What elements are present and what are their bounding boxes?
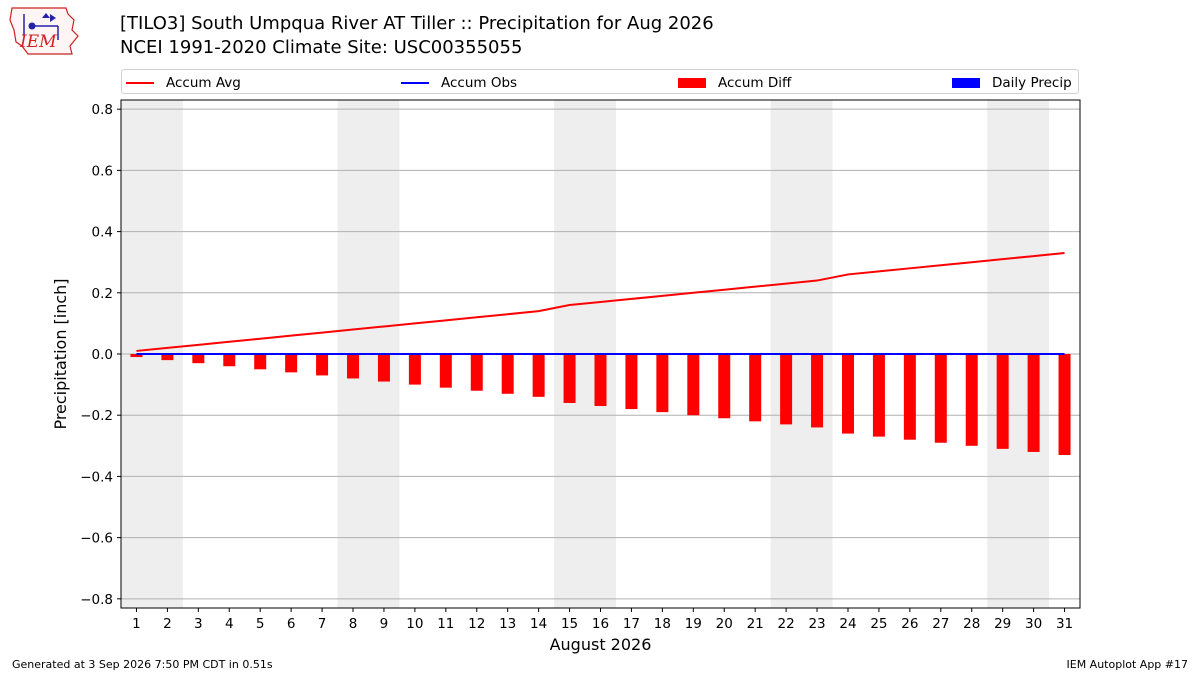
accum-diff-bar-20 <box>718 354 731 419</box>
x-tick-label-20: 20 <box>716 616 733 632</box>
x-tick-label-18: 18 <box>654 616 671 632</box>
accum-diff-bar-22 <box>780 354 793 425</box>
x-tick-label-10: 10 <box>406 616 423 632</box>
x-tick-label-29: 29 <box>994 616 1011 632</box>
x-tick-label-25: 25 <box>870 616 887 632</box>
legend-item-accum-avg: Accum Avg <box>126 70 241 95</box>
accum-diff-bar-18 <box>656 354 669 413</box>
legend-item-accum-diff: Accum Diff <box>678 70 791 95</box>
legend-label-accum-avg: Accum Avg <box>166 74 241 91</box>
accum-diff-bar-10 <box>408 354 421 385</box>
accum-diff-bar-2 <box>161 354 174 361</box>
x-tick-label-26: 26 <box>901 616 918 632</box>
iem-logo-graphic <box>9 7 79 55</box>
x-tick-label-31: 31 <box>1056 616 1073 632</box>
x-tick-label-28: 28 <box>963 616 980 632</box>
accum-diff-bar-29 <box>996 354 1009 449</box>
legend-item-accum-obs: Accum Obs <box>401 70 517 95</box>
accum-diff-bar-4 <box>223 354 236 367</box>
x-tick-label-13: 13 <box>499 616 516 632</box>
x-tick-label-6: 6 <box>287 616 296 632</box>
accum-diff-bar-23 <box>811 354 824 428</box>
y-tick-label-6: 0.4 <box>92 225 113 241</box>
accum-diff-bar-1 <box>130 354 143 358</box>
x-axis-label: August 2026 <box>550 635 652 654</box>
legend-swatch-accum-obs <box>401 81 429 84</box>
x-tick-label-8: 8 <box>349 616 358 632</box>
footer-generated-info: Generated at 3 Sep 2026 7:50 PM CDT in 0… <box>12 658 273 671</box>
x-tick-label-21: 21 <box>747 616 764 632</box>
legend-label-accum-diff: Accum Diff <box>718 74 792 91</box>
plot-frame <box>120 99 1081 609</box>
x-tick-label-2: 2 <box>163 616 172 632</box>
x-tick-label-27: 27 <box>932 616 949 632</box>
accum-diff-bar-31 <box>1058 354 1071 455</box>
legend-label-accum-obs: Accum Obs <box>441 74 518 91</box>
footer-app-info: IEM Autoplot App #17 <box>1066 658 1189 671</box>
accum-diff-bar-25 <box>872 354 885 437</box>
accum-diff-bar-14 <box>532 354 545 397</box>
accum-diff-bar-15 <box>563 354 576 403</box>
x-tick-label-24: 24 <box>839 616 856 632</box>
x-tick-label-17: 17 <box>623 616 640 632</box>
x-tick-label-7: 7 <box>318 616 327 632</box>
accum-diff-bar-3 <box>192 354 205 364</box>
accum-diff-bar-9 <box>377 354 390 382</box>
iem-logo-text: IEM <box>20 32 57 52</box>
accum-diff-bar-11 <box>439 354 452 388</box>
chart-title: [TILO3] South Umpqua River AT Tiller :: … <box>120 13 714 34</box>
y-tick-label-2: −0.4 <box>80 469 113 485</box>
accum-diff-bar-7 <box>316 354 329 376</box>
accum-diff-bar-13 <box>501 354 514 394</box>
accum-diff-bar-27 <box>934 354 947 443</box>
accum-diff-bar-19 <box>687 354 700 416</box>
y-tick-label-8: 0.8 <box>92 102 113 118</box>
accum-diff-bar-17 <box>625 354 638 410</box>
x-tick-label-5: 5 <box>256 616 265 632</box>
legend-swatch-accum-avg <box>126 81 154 84</box>
y-tick-label-4: 0.0 <box>92 347 113 363</box>
y-tick-label-5: 0.2 <box>92 286 113 302</box>
accum-diff-bar-6 <box>285 354 298 373</box>
x-tick-label-16: 16 <box>592 616 609 632</box>
x-tick-label-12: 12 <box>468 616 485 632</box>
accum-diff-bar-24 <box>841 354 854 434</box>
x-tick-label-4: 4 <box>225 616 234 632</box>
legend-swatch-daily-precip <box>952 77 980 88</box>
y-tick-label-3: −0.2 <box>80 408 113 424</box>
x-tick-label-14: 14 <box>530 616 547 632</box>
accum-diff-bar-12 <box>470 354 483 391</box>
x-tick-label-11: 11 <box>437 616 454 632</box>
accum-diff-bar-8 <box>347 354 360 379</box>
accum-diff-bar-21 <box>749 354 762 422</box>
y-axis-label: Precipitation [inch] <box>51 278 70 429</box>
x-tick-label-9: 9 <box>380 616 389 632</box>
accum-avg-line <box>136 252 1065 352</box>
iem-logo: IEM <box>8 6 80 58</box>
accum-diff-bar-30 <box>1027 354 1040 452</box>
y-tick-label-0: −0.8 <box>80 592 113 608</box>
accum-diff-bar-26 <box>903 354 916 440</box>
x-tick-label-15: 15 <box>561 616 578 632</box>
y-tick-label-7: 0.6 <box>92 163 113 179</box>
chart-subtitle: NCEI 1991-2020 Climate Site: USC00355055 <box>120 37 523 58</box>
accum-diff-bar-16 <box>594 354 607 407</box>
x-tick-label-22: 22 <box>778 616 795 632</box>
x-tick-label-19: 19 <box>685 616 702 632</box>
accum-diff-bar-28 <box>965 354 978 446</box>
legend-label-daily-precip: Daily Precip <box>992 74 1072 91</box>
x-tick-label-3: 3 <box>194 616 203 632</box>
legend-swatch-accum-diff <box>678 77 706 88</box>
x-tick-label-23: 23 <box>808 616 825 632</box>
y-tick-label-1: −0.6 <box>80 531 113 547</box>
x-tick-label-30: 30 <box>1025 616 1042 632</box>
x-tick-label-1: 1 <box>132 616 141 632</box>
chart-legend: Accum Avg Accum Obs Accum Diff Daily Pre… <box>121 69 1079 94</box>
legend-item-daily-precip: Daily Precip <box>952 70 1072 95</box>
accum-diff-bar-5 <box>254 354 267 370</box>
